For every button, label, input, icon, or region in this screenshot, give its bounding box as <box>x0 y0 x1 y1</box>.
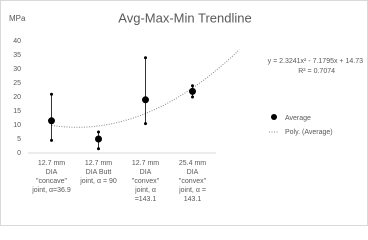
x-tick-label: 25.4 mm <box>179 160 206 167</box>
x-tick-label: joint, α=36.9 <box>31 187 71 194</box>
average-marker <box>95 135 102 143</box>
y-tick-label: 35 <box>13 52 21 59</box>
x-tick-label: joint, α = 90 <box>79 178 117 185</box>
min-marker <box>97 147 100 151</box>
x-tick-label: "concave" <box>36 178 68 185</box>
x-tick-label: "convex" <box>132 178 160 185</box>
x-tick-label: DIA <box>46 169 58 176</box>
legend-label: Average <box>285 115 311 122</box>
average-marker <box>142 96 149 104</box>
y-tick-label: 15 <box>13 108 21 115</box>
y-tick-label: 5 <box>17 136 21 143</box>
max-marker <box>50 92 53 96</box>
average-marker <box>48 117 55 125</box>
legend-marker <box>271 114 277 120</box>
x-tick-label: 12.7 mm <box>38 160 65 167</box>
trendline-r2: R² = 0.7074 <box>298 68 335 75</box>
y-tick-label: 20 <box>13 94 21 101</box>
y-tick-label: 40 <box>13 38 21 45</box>
x-tick-label: 12.7 mm <box>85 160 112 167</box>
x-tick-label: "convex" <box>179 178 207 185</box>
x-tick-label: joint, α <box>134 187 156 194</box>
max-marker <box>144 56 147 60</box>
min-marker <box>144 122 147 126</box>
average-marker <box>189 87 196 95</box>
min-marker <box>50 138 53 142</box>
y-axis-label: MPa <box>9 14 26 23</box>
max-marker <box>191 84 194 88</box>
x-tick-label: 143.1 <box>184 196 202 203</box>
max-marker <box>97 130 100 134</box>
x-tick-label: =143.1 <box>135 196 157 203</box>
x-tick-label: 12.7 mm <box>132 160 159 167</box>
chart-title: Avg-Max-Min Trendline <box>118 10 251 25</box>
y-tick-label: 10 <box>13 122 21 129</box>
y-tick-label: 30 <box>13 66 21 73</box>
x-tick-label: DIA <box>187 169 199 176</box>
x-tick-label: DIA <box>140 169 152 176</box>
legend-label: Poly. (Average) <box>285 129 333 136</box>
x-tick-label: joint, α = <box>178 187 206 194</box>
y-tick-label: 0 <box>17 150 21 157</box>
trendline-equation: y = 2.3241x² - 7.1795x + 14.73 <box>268 58 363 65</box>
y-tick-label: 25 <box>13 80 21 87</box>
x-tick-label: DIA Butt <box>86 169 112 176</box>
chart: Avg-Max-Min Trendline MPa 0 5 10 15 20 25 30 35… <box>0 0 368 226</box>
min-marker <box>191 95 194 99</box>
